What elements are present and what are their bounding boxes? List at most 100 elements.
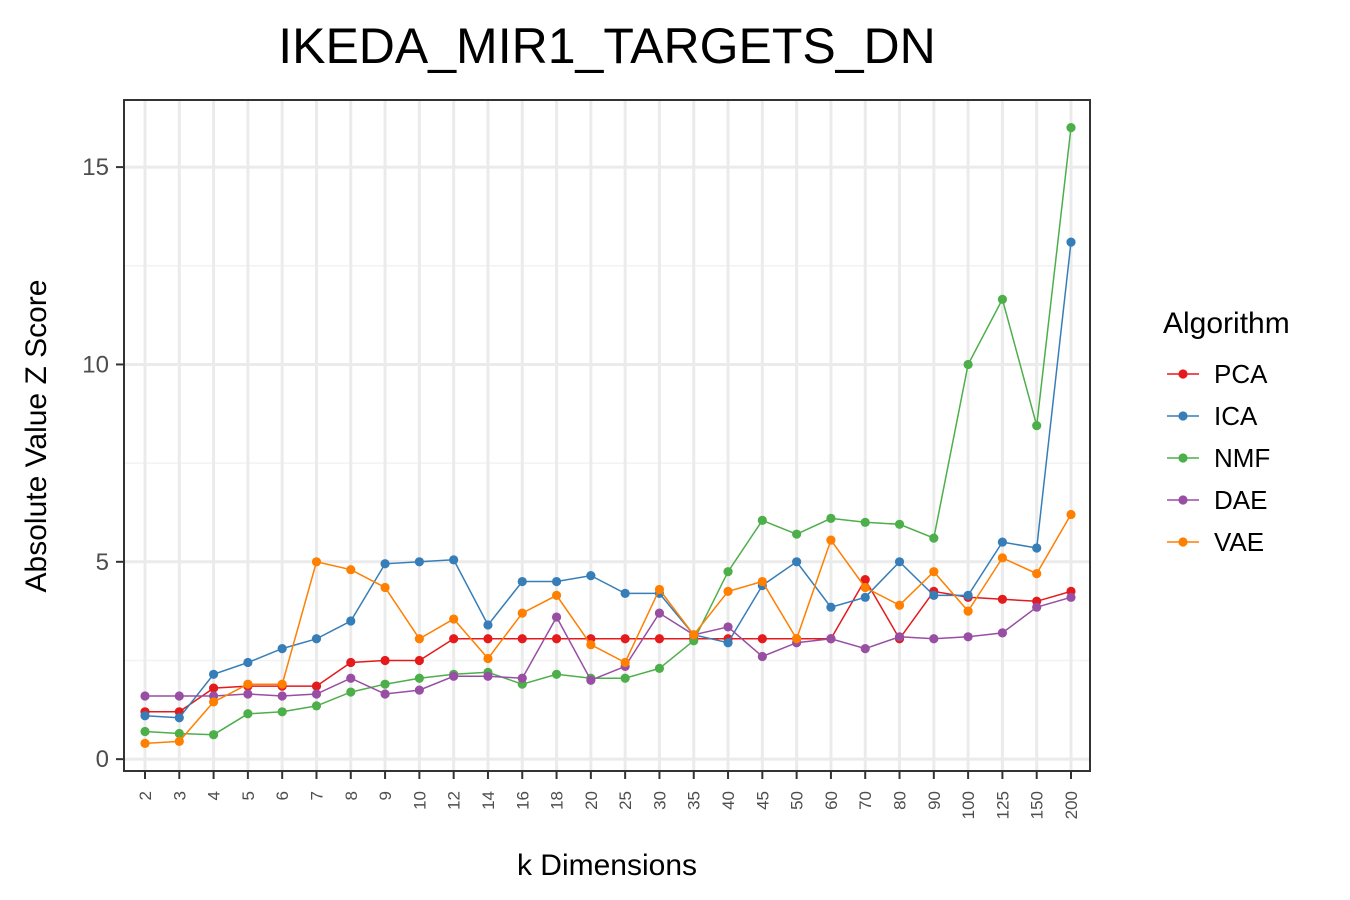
data-point-vae: [243, 679, 253, 689]
legend: Algorithm PCA ICA NMF DAE VAE: [1163, 307, 1290, 557]
data-point-vae: [140, 738, 150, 748]
x-tick-label: 50: [788, 791, 807, 810]
data-point-ica: [723, 638, 733, 648]
data-point-pca: [654, 634, 665, 644]
data-point-vae: [517, 608, 527, 618]
data-point-ica: [380, 559, 390, 569]
x-tick-label: 18: [548, 791, 567, 810]
data-point-ica: [929, 590, 939, 600]
x-tick-label: 80: [891, 791, 910, 810]
data-point-vae: [620, 657, 630, 668]
x-tick-label: 16: [513, 791, 532, 810]
data-point-nmf: [757, 515, 767, 525]
data-point-nmf: [346, 687, 356, 697]
data-point-nmf: [140, 726, 150, 737]
x-tick-label: 5: [239, 791, 258, 800]
data-point-vae: [997, 553, 1008, 563]
series-vae: [140, 509, 1076, 748]
data-point-dae: [174, 691, 184, 701]
data-point-vae: [860, 582, 870, 593]
legend-title: Algorithm: [1163, 307, 1290, 340]
x-tick-label: 90: [925, 791, 944, 810]
x-tick-label: 35: [685, 791, 704, 810]
data-point-vae: [277, 679, 287, 689]
series-line-pca: [145, 578, 1072, 713]
data-point-dae: [380, 689, 390, 699]
data-point-nmf: [311, 701, 322, 711]
data-point-ica: [792, 557, 802, 567]
data-point-ica: [551, 576, 562, 587]
data-point-dae: [929, 634, 939, 644]
legend-swatch-point: [1178, 369, 1188, 379]
x-tick-label: 9: [376, 791, 395, 800]
data-point-nmf: [963, 359, 973, 370]
series-line-vae: [144, 514, 1072, 745]
data-point-pca: [551, 634, 562, 644]
data-point-pca: [997, 594, 1008, 604]
legend-item-pca: PCA: [1167, 359, 1268, 389]
data-point-nmf: [551, 669, 562, 679]
y-tick-label: 0: [96, 746, 109, 773]
data-point-dae: [997, 628, 1008, 638]
data-point-vae: [826, 535, 836, 545]
data-point-vae: [208, 697, 219, 707]
data-point-dae: [586, 675, 596, 685]
data-point-ica: [174, 713, 184, 723]
data-point-ica: [346, 616, 356, 626]
legend-swatch-point: [1178, 537, 1188, 547]
x-tick-label: 10: [410, 791, 429, 810]
series-line-ica: [144, 242, 1072, 719]
x-tick-label: 7: [307, 791, 326, 800]
data-point-vae: [483, 653, 493, 664]
data-point-pca: [449, 634, 459, 644]
data-point-dae: [243, 689, 253, 699]
data-point-pca: [208, 683, 219, 693]
data-point-nmf: [860, 517, 870, 527]
data-point-dae: [140, 691, 150, 701]
y-tick-label: 5: [96, 549, 109, 576]
x-tick-label: 40: [719, 791, 738, 810]
data-point-nmf: [620, 673, 630, 683]
x-tick-label: 2: [136, 791, 155, 800]
data-point-vae: [654, 584, 665, 595]
series-ica: [140, 237, 1076, 723]
x-tick-label: 6: [273, 791, 292, 800]
data-point-dae: [1066, 592, 1076, 602]
data-point-ica: [620, 588, 630, 598]
data-point-dae: [654, 608, 665, 618]
data-point-nmf: [414, 673, 424, 683]
data-point-nmf: [1032, 421, 1042, 431]
x-tick-label: 4: [205, 791, 224, 800]
legend-item-ica: ICA: [1167, 401, 1258, 431]
data-point-nmf: [894, 519, 905, 529]
data-point-nmf: [208, 730, 219, 740]
data-point-dae: [757, 651, 767, 662]
data-point-ica: [1066, 237, 1076, 247]
data-point-vae: [894, 600, 905, 610]
legend-swatch-point: [1178, 453, 1188, 463]
legend-items: PCA ICA NMF DAE VAE: [1167, 359, 1270, 557]
x-tick-label: 25: [616, 791, 635, 810]
legend-label: ICA: [1214, 401, 1258, 431]
x-axis-title: k Dimensions: [517, 849, 697, 882]
data-point-vae: [792, 634, 802, 644]
data-point-dae: [449, 671, 459, 681]
data-point-ica: [483, 620, 493, 630]
data-point-ica: [208, 669, 219, 679]
chart-title: IKEDA_MIR1_TARGETS_DN: [278, 18, 936, 74]
data-point-nmf: [380, 679, 390, 689]
data-point-vae: [414, 634, 424, 644]
data-point-vae: [929, 567, 939, 577]
data-point-vae: [723, 586, 733, 597]
legend-swatch-point: [1178, 495, 1188, 505]
data-point-vae: [1032, 569, 1042, 579]
data-point-dae: [483, 671, 493, 681]
data-point-vae: [1066, 509, 1076, 520]
data-point-ica: [414, 557, 424, 567]
data-point-ica: [894, 557, 905, 567]
x-tick-label: 125: [993, 791, 1012, 819]
data-point-ica: [140, 711, 150, 721]
data-point-vae: [380, 582, 390, 593]
data-point-vae: [586, 640, 596, 650]
